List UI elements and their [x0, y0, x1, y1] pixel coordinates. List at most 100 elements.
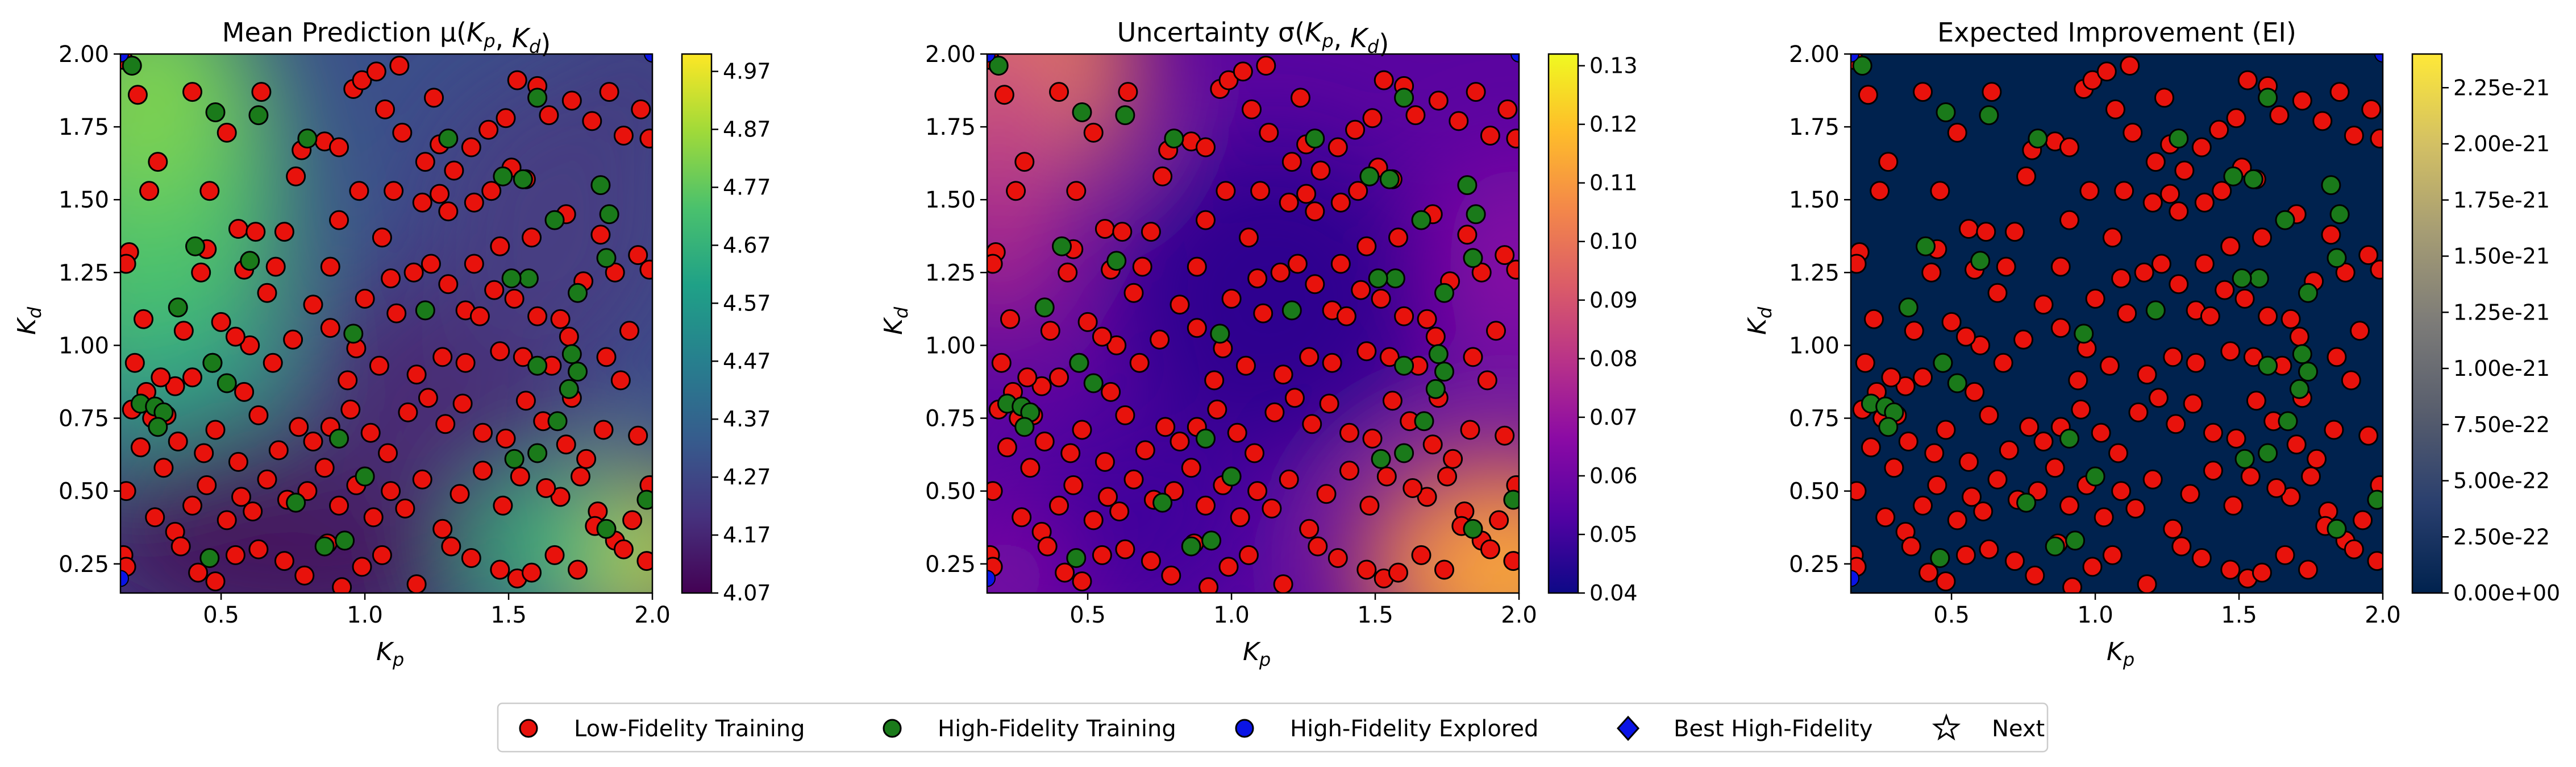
high-fidelity-point	[2292, 344, 2312, 364]
low-fidelity-point	[1466, 82, 1486, 102]
high-fidelity-point	[1457, 175, 1478, 196]
low-fidelity-point	[1417, 309, 1437, 329]
low-fidelity-point	[338, 370, 358, 391]
low-fidelity-point	[987, 254, 1003, 274]
colorbar-tick-label: 0.07	[1589, 405, 1638, 430]
low-fidelity-point	[1339, 422, 1359, 443]
low-fidelity-point	[1049, 367, 1069, 388]
low-fidelity-point	[1339, 461, 1359, 481]
low-fidelity-point	[421, 254, 441, 274]
low-fidelity-point	[329, 137, 349, 157]
high-fidelity-point	[1014, 417, 1035, 437]
low-fidelity-point	[2321, 225, 2341, 245]
low-fidelity-point	[490, 559, 510, 580]
high-fidelity-point	[1305, 128, 1325, 149]
high-fidelity-point	[1936, 102, 1956, 122]
low-fidelity-point	[1014, 152, 1035, 172]
high-fidelity-point	[527, 88, 548, 108]
low-fidelity-point	[2045, 458, 2065, 478]
low-fidelity-point	[1875, 507, 1896, 528]
low-fidelity-point	[2191, 548, 2212, 568]
low-fidelity-point	[1970, 335, 1991, 355]
low-fidelity-point	[1403, 478, 1423, 498]
low-fidelity-point	[2358, 245, 2379, 266]
x-tick-label: 0.5	[1069, 602, 1106, 628]
low-fidelity-point	[2237, 70, 2258, 90]
low-fidelity-point	[2114, 181, 2134, 201]
explored-point	[644, 54, 652, 63]
colorbar-tick-label: 0.11	[1589, 171, 1638, 196]
high-fidelity-point	[438, 128, 459, 149]
panel-title: Mean Prediction μ(Kp, Kd)	[222, 17, 551, 59]
high-fidelity-point	[1970, 251, 1991, 271]
low-fidelity-point	[1327, 548, 1348, 568]
panel-title: Uncertainty σ(Kp, Kd)	[1117, 17, 1389, 59]
low-fidelity-point	[1256, 56, 1276, 76]
legend-label: High-Fidelity Explored	[1290, 716, 1538, 742]
colorbar	[681, 53, 713, 594]
low-fidelity-point	[2151, 254, 2171, 274]
low-fidelity-point	[1982, 82, 2002, 102]
low-fidelity-point	[1449, 111, 1469, 131]
high-fidelity-point	[501, 268, 522, 289]
low-fidelity-point	[1336, 306, 1356, 326]
low-fidelity-point	[283, 329, 303, 350]
low-fidelity-point	[2094, 507, 2114, 528]
colorbar-tick-label: 4.57	[723, 291, 771, 316]
low-fidelity-point	[130, 437, 151, 458]
high-fidelity-point	[1083, 373, 1104, 393]
low-fidelity-point	[2191, 137, 2212, 157]
low-fidelity-point	[148, 152, 168, 172]
low-fidelity-point	[1077, 312, 1098, 332]
high-fidelity-point	[1434, 362, 1454, 382]
low-fidelity-point	[605, 262, 625, 283]
high-fidelity-point	[2059, 428, 2079, 449]
low-fidelity-point	[360, 422, 381, 443]
low-fidelity-point	[1072, 420, 1092, 440]
y-tick-label: 0.75	[59, 406, 109, 432]
high-fidelity-point	[2243, 169, 2263, 189]
high-fidelity-point	[1164, 128, 1184, 149]
low-fidelity-point	[363, 507, 384, 528]
colorbar-tick-label: 0.09	[1589, 288, 1638, 313]
high-fidelity-point	[988, 56, 1009, 76]
x-tick-label: 1.5	[490, 602, 527, 628]
low-fidelity-point	[2102, 545, 2123, 565]
low-fidelity-point	[289, 417, 309, 437]
low-fidelity-point	[590, 225, 611, 245]
low-fidelity-point	[2120, 56, 2140, 76]
low-fidelity-point	[1058, 262, 1078, 283]
low-fidelity-point	[1359, 495, 1380, 516]
low-fidelity-point	[1164, 481, 1184, 501]
high-fidelity-point	[1933, 353, 1953, 373]
high-fidelity-point	[544, 210, 565, 230]
low-fidelity-point	[2160, 184, 2180, 204]
high-fidelity-point	[217, 373, 237, 393]
low-fidelity-point	[522, 562, 542, 583]
high-fidelity-point	[2367, 490, 2383, 510]
scatter-points	[1851, 54, 2383, 593]
low-fidelity-point	[2361, 99, 2382, 119]
high-fidelity-point	[1052, 236, 1072, 256]
high-fidelity-point	[1979, 105, 1999, 126]
low-fidelity-point	[1503, 551, 1519, 571]
low-fidelity-point	[1486, 321, 1506, 341]
low-fidelity-point	[1411, 545, 1431, 565]
low-fidelity-point	[2329, 82, 2350, 102]
low-fidelity-point	[481, 181, 502, 201]
y-tick-label: 0.25	[1789, 552, 1840, 578]
low-fidelity-point	[165, 376, 185, 396]
high-fidelity-point	[2298, 362, 2318, 382]
high-fidelity-point	[596, 519, 617, 539]
high-fidelity-point	[547, 411, 568, 432]
low-fidelity-point	[1049, 495, 1069, 516]
low-fidelity-point	[628, 245, 648, 266]
legend-label: Best High-Fidelity	[1674, 716, 1872, 742]
high-fidelity-point	[504, 449, 525, 469]
low-fidelity-point	[2096, 61, 2117, 82]
low-fidelity-point	[2200, 306, 2220, 326]
low-fidelity-point	[2186, 353, 2206, 373]
high-fidelity-point	[1394, 355, 1414, 376]
low-fidelity-point	[1443, 449, 1463, 469]
low-fidelity-point	[199, 181, 220, 201]
